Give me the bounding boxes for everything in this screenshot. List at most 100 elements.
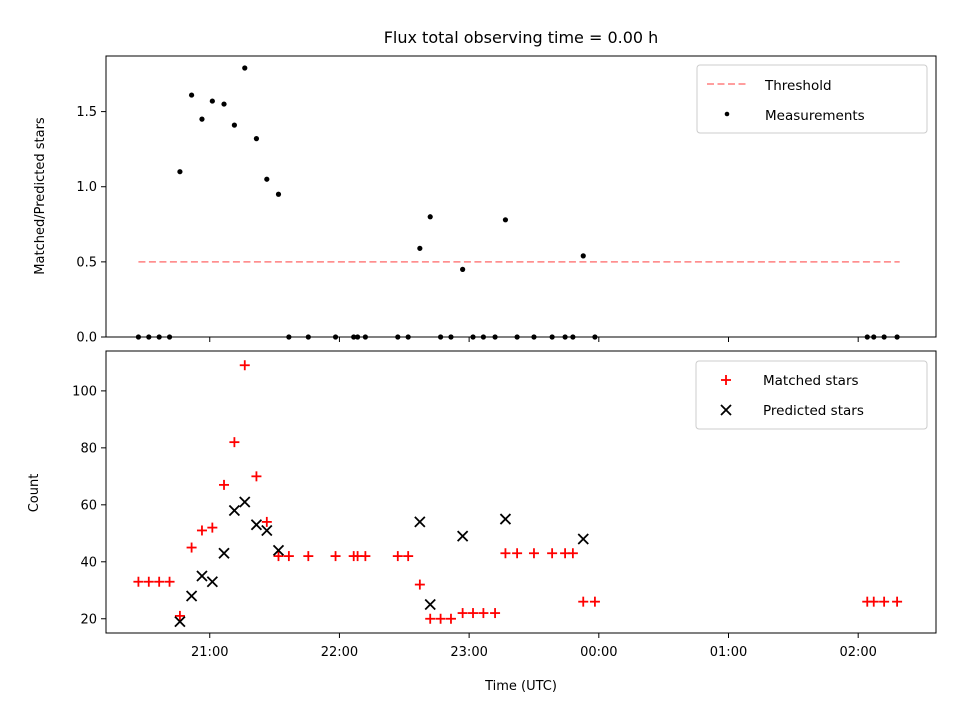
matched-star-point bbox=[330, 551, 341, 562]
measurement-point bbox=[199, 116, 205, 122]
matched-star-point bbox=[457, 608, 468, 619]
measurement-point bbox=[437, 334, 444, 340]
measurement-point bbox=[253, 136, 260, 142]
measurement-point bbox=[264, 176, 270, 182]
measurement-point bbox=[146, 334, 152, 340]
predicted-star-point bbox=[174, 615, 186, 628]
count-y-tick-label: 20 bbox=[80, 612, 97, 627]
matched-star-point bbox=[403, 551, 414, 562]
predicted-star-point bbox=[414, 516, 426, 528]
measurement-point bbox=[362, 334, 368, 340]
ratio-y-label: Matched/Predicted stars bbox=[33, 117, 48, 275]
x-axis-label: Time (UTC) bbox=[484, 679, 557, 694]
x-tick-label: 01:00 bbox=[710, 645, 747, 660]
matched-star-point bbox=[186, 542, 197, 553]
predicted-star-point-b bbox=[250, 519, 263, 531]
matched-star-point bbox=[567, 548, 578, 559]
measurement-point bbox=[894, 334, 900, 340]
predicted-star-point-b bbox=[261, 524, 273, 537]
count-y-label: Count bbox=[27, 474, 42, 513]
measurement-point bbox=[531, 334, 537, 340]
measurement-point bbox=[570, 334, 576, 340]
predicted-star-point-b bbox=[174, 615, 186, 628]
matched-star-point bbox=[435, 613, 446, 624]
measurement-point bbox=[580, 253, 586, 259]
count-legend: Matched stars Predicted stars bbox=[695, 360, 928, 430]
ratio-x-ticks bbox=[209, 337, 859, 342]
measurement-point bbox=[395, 334, 401, 340]
ratio-legend-box bbox=[696, 64, 928, 134]
chart-title: Flux total observing time = 0.00 h bbox=[384, 28, 659, 47]
legend-threshold-label: Threshold bbox=[764, 78, 832, 94]
x-tick-label: 00:00 bbox=[580, 645, 617, 660]
legend-measurements-swatch bbox=[724, 111, 730, 117]
predicted-star-point-b bbox=[457, 530, 469, 542]
predicted-star-point-b bbox=[499, 513, 512, 525]
predicted-stars-points bbox=[174, 496, 589, 628]
count-y-tick-label: 100 bbox=[72, 384, 97, 399]
ratio-y-ticks: 0.0 0.5 1.0 1.5 bbox=[76, 105, 106, 346]
measurement-point bbox=[492, 334, 498, 340]
predicted-star-point bbox=[261, 524, 273, 537]
x-tick-label: 02:00 bbox=[839, 645, 876, 660]
matched-star-point bbox=[512, 548, 523, 559]
legend-matched-marker bbox=[721, 375, 731, 385]
measurement-point bbox=[188, 92, 195, 98]
measurement-point bbox=[209, 98, 215, 104]
predicted-star-point-b bbox=[239, 496, 251, 508]
count-panel: 20 40 60 80 100 21:00 22:00 23:00 00:00 01:00 02:… bbox=[27, 350, 937, 694]
measurement-point bbox=[427, 214, 433, 220]
predicted-star-point bbox=[424, 598, 436, 611]
predicted-star-point bbox=[499, 513, 512, 525]
measurement-point bbox=[417, 245, 423, 251]
x-tick-label: 21:00 bbox=[191, 645, 228, 660]
matched-star-point bbox=[547, 548, 558, 559]
matched-star-point bbox=[879, 596, 890, 607]
measurement-point bbox=[231, 122, 237, 128]
predicted-star-point-b bbox=[228, 504, 241, 517]
count-y-ticks: 20 40 60 80 100 bbox=[72, 384, 106, 627]
matched-star-point bbox=[207, 522, 218, 533]
measurement-point bbox=[470, 334, 476, 340]
count-x-ticks: 21:00 22:00 23:00 00:00 01:00 02:00 bbox=[191, 633, 877, 660]
x-tick-label: 22:00 bbox=[321, 645, 358, 660]
measurement-point bbox=[405, 334, 411, 340]
measurement-point bbox=[135, 334, 142, 340]
count-panel-frame bbox=[105, 350, 937, 634]
measurement-point bbox=[242, 65, 248, 71]
ratio-panel: 0.0 0.5 1.0 1.5 Matched/Predicted stars Thr… bbox=[33, 55, 937, 346]
ratio-y-tick-label: 0.0 bbox=[76, 331, 97, 346]
matched-star-point bbox=[154, 576, 165, 587]
predicted-star-point-b bbox=[185, 590, 198, 602]
matched-star-point bbox=[528, 548, 539, 559]
measurement-point bbox=[351, 334, 357, 340]
measurement-point bbox=[881, 334, 887, 340]
matched-star-point bbox=[303, 551, 314, 562]
measurement-point bbox=[460, 266, 466, 272]
predicted-star-point-b bbox=[272, 544, 285, 557]
matched-star-point bbox=[164, 576, 175, 587]
measurement-point bbox=[286, 334, 292, 340]
predicted-star-point-b bbox=[206, 576, 218, 588]
measurement-point bbox=[592, 334, 598, 340]
matched-star-point bbox=[283, 551, 294, 562]
legend-matched-swatch bbox=[721, 375, 731, 385]
measurement-point bbox=[864, 334, 870, 340]
count-y-tick-label: 60 bbox=[80, 498, 97, 513]
legend-measurements-label: Measurements bbox=[765, 108, 865, 124]
matched-star-point bbox=[578, 596, 589, 607]
matched-star-point bbox=[392, 551, 403, 562]
matched-star-point bbox=[425, 613, 436, 624]
ratio-y-tick-label: 0.5 bbox=[76, 255, 97, 270]
matched-star-point bbox=[174, 610, 185, 621]
legend-predicted-swatch bbox=[720, 404, 732, 416]
matched-star-point bbox=[196, 525, 207, 536]
measurement-point bbox=[354, 334, 361, 340]
predicted-star-point bbox=[272, 544, 285, 557]
matched-star-point bbox=[892, 596, 903, 607]
matched-star-point bbox=[589, 596, 600, 607]
ratio-panel-frame bbox=[105, 55, 937, 338]
predicted-star-point-b bbox=[218, 547, 230, 559]
predicted-star-point bbox=[457, 530, 469, 542]
